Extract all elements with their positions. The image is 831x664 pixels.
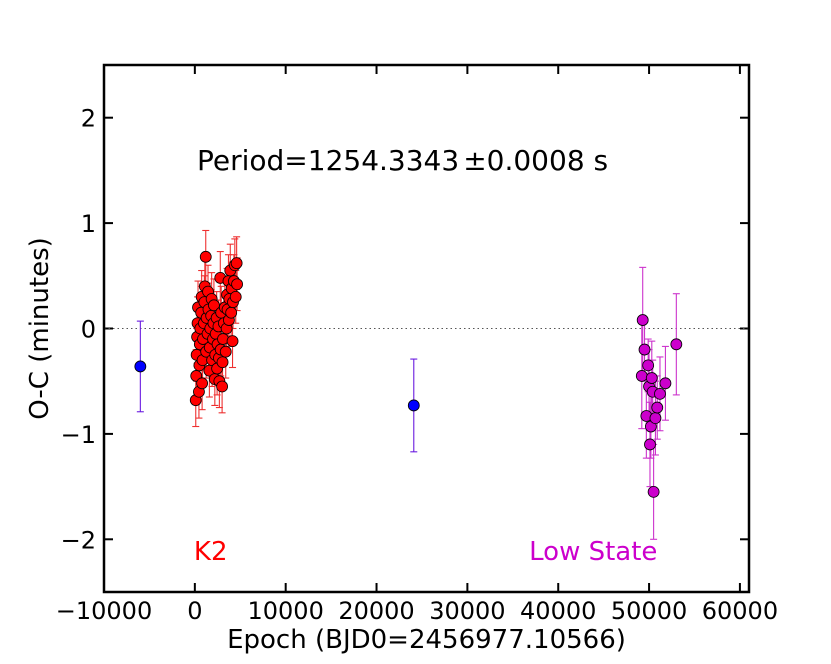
low-state-point <box>649 412 662 424</box>
y-tick-label: 1 <box>81 210 96 238</box>
k2-point <box>231 278 243 291</box>
y-axis-ticks: −2 −1 0 1 2 <box>61 105 749 554</box>
low-state-point <box>635 370 648 382</box>
k2-point <box>216 380 228 393</box>
k2-point <box>216 356 229 369</box>
x-tick-label: −10000 <box>56 597 152 625</box>
k2-point <box>226 335 239 348</box>
low-state-point <box>659 377 672 390</box>
x-tick-label: 0 <box>187 597 202 625</box>
k2-point <box>196 377 209 390</box>
k2-point <box>199 250 212 263</box>
x-tick-label: 20000 <box>338 597 414 625</box>
x-tick-label: 10000 <box>248 597 324 625</box>
period-annotation-rest: 0.0008 s <box>487 144 608 177</box>
k2-point <box>229 290 242 303</box>
low-state-point <box>670 338 683 351</box>
period-annotation-main: Period=1254.3343 <box>197 144 459 177</box>
x-tick-label: 30000 <box>429 597 505 625</box>
k2-point <box>219 345 232 358</box>
y-tick-label: 0 <box>81 316 96 344</box>
low-state-point <box>638 343 651 356</box>
y-tick-label: −2 <box>61 526 96 554</box>
period-annotation: Period=1254.3343 ±0.0008 s <box>197 144 608 177</box>
low-state-label: Low State <box>529 537 657 567</box>
data-points <box>134 250 683 498</box>
x-tick-label: 50000 <box>611 597 687 625</box>
x-tick-label: 60000 <box>702 597 778 625</box>
x-tick-label: 40000 <box>520 597 596 625</box>
archival-point <box>407 399 420 412</box>
k2-label: K2 <box>194 537 228 567</box>
low-state-point <box>651 401 664 414</box>
x-axis-ticks: −10000 0 10000 20000 30000 40000 50000 60000 <box>56 65 778 625</box>
low-state-point <box>647 485 660 498</box>
archival-point <box>134 360 147 373</box>
low-state-point <box>645 372 658 384</box>
y-tick-label: 2 <box>81 105 96 133</box>
low-state-point <box>654 387 666 400</box>
low-state-point <box>642 359 655 372</box>
x-axis-label: Epoch (BJD0=2456977.10566) <box>227 625 626 655</box>
low-state-point <box>644 438 656 451</box>
period-annotation-pm: ± <box>463 144 486 177</box>
plot-frame <box>102 63 751 594</box>
y-axis-label: O-C (minutes) <box>25 237 55 420</box>
y-tick-label: −1 <box>61 421 96 449</box>
k2-point <box>230 257 243 270</box>
k2-point <box>217 333 229 345</box>
low-state-point <box>636 314 649 326</box>
k2-point <box>225 306 238 319</box>
